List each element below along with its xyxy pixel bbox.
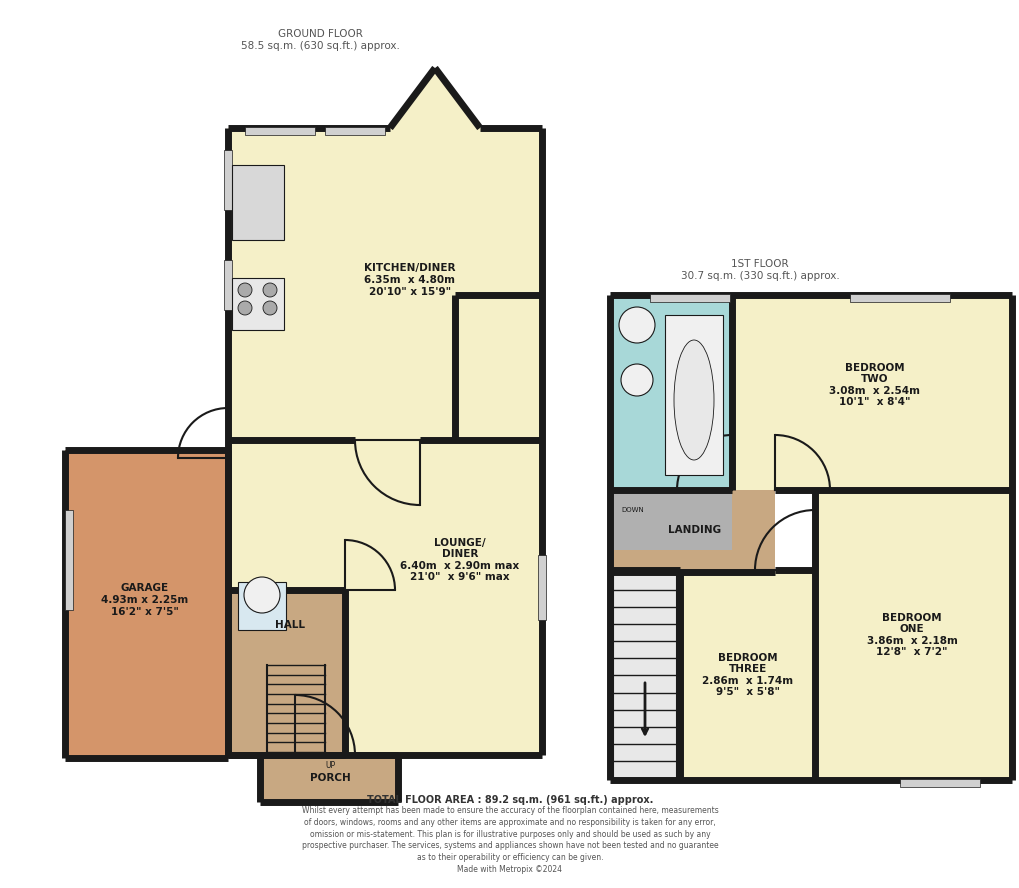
Bar	[231, 278, 283, 330]
Circle shape	[237, 283, 252, 297]
Circle shape	[621, 364, 652, 396]
Text: DOWN: DOWN	[621, 507, 644, 513]
Bar	[325, 127, 384, 135]
Bar	[228, 128, 541, 440]
Text: Whilst every attempt has been made to ensure the accuracy of the floorplan conta: Whilst every attempt has been made to en…	[302, 806, 717, 874]
Bar	[65, 450, 228, 758]
Bar	[228, 440, 541, 755]
Bar	[680, 570, 814, 780]
Circle shape	[237, 301, 252, 315]
Bar	[849, 294, 949, 302]
Text: HALL: HALL	[275, 620, 305, 630]
Text: UP: UP	[325, 760, 334, 770]
Text: BEDROOM
ONE
3.86m  x 2.18m
12'8"  x 7'2": BEDROOM ONE 3.86m x 2.18m 12'8" x 7'2"	[866, 613, 957, 657]
Text: GARAGE
4.93m x 2.25m
16'2" x 7'5": GARAGE 4.93m x 2.25m 16'2" x 7'5"	[101, 583, 189, 616]
Polygon shape	[389, 68, 480, 128]
Text: BEDROOM
THREE
2.86m  x 1.74m
9'5"  x 5'8": BEDROOM THREE 2.86m x 1.74m 9'5" x 5'8"	[702, 653, 793, 697]
Bar	[260, 755, 397, 802]
Bar	[224, 150, 231, 210]
Bar	[609, 295, 732, 490]
Bar	[811, 490, 1011, 780]
Bar	[237, 582, 285, 630]
Text: GROUND FLOOR
58.5 sq.m. (630 sq.ft.) approx.: GROUND FLOOR 58.5 sq.m. (630 sq.ft.) app…	[240, 29, 399, 51]
Circle shape	[263, 283, 277, 297]
Text: LOUNGE/
DINER
6.40m  x 2.90m max
21'0"  x 9'6" max: LOUNGE/ DINER 6.40m x 2.90m max 21'0" x …	[400, 537, 519, 583]
Bar	[231, 165, 283, 240]
Bar	[609, 490, 732, 550]
Bar	[537, 555, 545, 620]
Text: TOTAL FLOOR AREA : 89.2 sq.m. (961 sq.ft.) approx.: TOTAL FLOOR AREA : 89.2 sq.m. (961 sq.ft…	[367, 795, 652, 805]
Text: 1ST FLOOR
30.7 sq.m. (330 sq.ft.) approx.: 1ST FLOOR 30.7 sq.m. (330 sq.ft.) approx…	[680, 259, 839, 281]
Bar	[65, 510, 73, 610]
Circle shape	[263, 301, 277, 315]
Text: KITCHEN/DINER
6.35m  x 4.80m
20'10" x 15'9": KITCHEN/DINER 6.35m x 4.80m 20'10" x 15'…	[364, 264, 455, 297]
Text: LANDING: LANDING	[667, 525, 720, 535]
Bar	[730, 295, 1011, 490]
Ellipse shape	[674, 340, 713, 460]
Text: PORCH: PORCH	[310, 773, 351, 783]
Bar	[899, 779, 979, 787]
Bar	[649, 294, 730, 302]
Circle shape	[619, 307, 654, 343]
Text: BEDROOM
TWO
3.08m  x 2.54m
10'1"  x 8'4": BEDROOM TWO 3.08m x 2.54m 10'1" x 8'4"	[828, 362, 919, 408]
Circle shape	[244, 577, 280, 613]
Bar	[664, 315, 722, 475]
Bar	[609, 570, 680, 780]
Bar	[245, 127, 315, 135]
Bar	[228, 590, 344, 755]
Bar	[609, 490, 774, 572]
Bar	[224, 260, 231, 310]
